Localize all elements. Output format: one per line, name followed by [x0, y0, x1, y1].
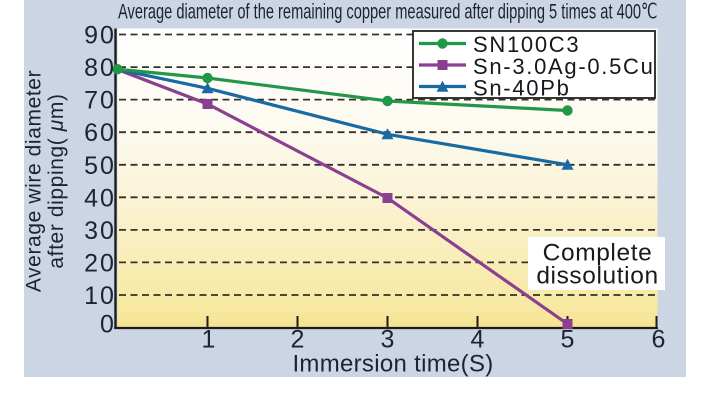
- svg-text:60: 60: [84, 119, 116, 147]
- svg-text:Average diameter of the remain: Average diameter of the remaining copper…: [118, 0, 657, 23]
- svg-text:40: 40: [84, 184, 116, 212]
- svg-text:Sn-40Pb: Sn-40Pb: [473, 76, 571, 101]
- svg-text:80: 80: [84, 54, 116, 82]
- svg-text:dissolution: dissolution: [536, 263, 658, 290]
- svg-text:50: 50: [84, 152, 116, 180]
- svg-text:after dipping( μm): after dipping( μm): [45, 93, 68, 268]
- svg-text:2: 2: [291, 326, 305, 354]
- svg-text:3: 3: [381, 326, 395, 354]
- svg-text:1: 1: [202, 326, 216, 354]
- svg-text:4: 4: [471, 326, 485, 354]
- svg-text:Average wire diameter: Average wire diameter: [23, 70, 46, 292]
- svg-text:0: 0: [100, 311, 116, 339]
- svg-text:Sn-3.0Ag-0.5Cu: Sn-3.0Ag-0.5Cu: [473, 54, 655, 79]
- svg-text:6: 6: [652, 326, 666, 354]
- svg-text:70: 70: [84, 87, 116, 115]
- svg-text:10: 10: [84, 282, 116, 310]
- svg-text:90: 90: [84, 22, 116, 50]
- svg-text:20: 20: [84, 249, 116, 277]
- svg-text:Immersion time(S): Immersion time(S): [292, 351, 493, 378]
- svg-text:Complete: Complete: [543, 240, 653, 267]
- svg-text:30: 30: [84, 217, 116, 245]
- svg-text:SN100C3: SN100C3: [473, 32, 580, 57]
- svg-text:5: 5: [561, 326, 575, 354]
